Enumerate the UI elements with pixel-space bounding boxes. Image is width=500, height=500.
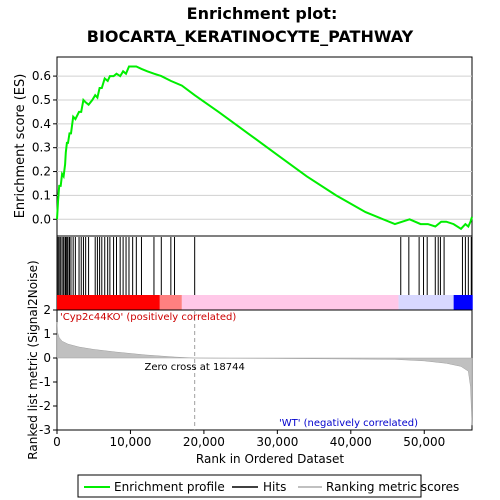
es-ytick-label: 0.1 (32, 188, 51, 202)
x-axis-label: Rank in Ordered Dataset (196, 452, 344, 466)
heatmap-segment (57, 295, 160, 310)
es-ytick-label: 0.5 (32, 93, 51, 107)
x-tick-label: 20,000 (183, 435, 225, 449)
es-ytick-label: 0.0 (32, 212, 51, 226)
legend-enrichment-label: Enrichment profile (114, 480, 225, 494)
heatmap-segment (159, 295, 182, 310)
metric-panel-frame (56, 309, 473, 431)
chart-title-line1: Enrichment plot: (187, 4, 338, 23)
zero-cross-label: Zero cross at 18744 (145, 362, 245, 373)
es-ytick-label: 0.3 (32, 141, 51, 155)
metric-ylabel: Ranked list metric (Signal2Noise) (26, 260, 40, 459)
es-ylabel: Enrichment score (ES) (13, 74, 28, 219)
metric-ytick-label: -3 (39, 423, 51, 437)
negative-correlation-label: 'WT' (negatively correlated) (279, 418, 418, 429)
legend-metric-label: Ranking metric scores (326, 480, 459, 494)
x-tick-label: 50,000 (403, 435, 445, 449)
metric-ytick-label: 2 (43, 303, 51, 317)
heatmap-segment (398, 295, 454, 310)
x-tick-label: 0 (53, 435, 61, 449)
metric-ytick-label: -1 (39, 375, 51, 389)
metric-ytick-label: -2 (39, 399, 51, 413)
x-tick-label: 10,000 (109, 435, 151, 449)
chart-title-line2: BIOCARTA_KERATINOCYTE_PATHWAY (87, 27, 414, 46)
metric-ytick-label: 1 (43, 327, 51, 341)
legend-box (77, 474, 422, 498)
x-tick-label: 40,000 (330, 435, 372, 449)
ranking-metric-area (56, 321, 473, 426)
heatmap-segment (453, 295, 473, 310)
metric-ytick-label: 0 (43, 351, 51, 365)
es-ytick-label: 0.6 (32, 69, 51, 83)
heatmap-segment (181, 295, 399, 310)
x-tick-label: 30,000 (256, 435, 298, 449)
positive-correlation-label: 'Cyp2c44KO' (positively correlated) (60, 312, 236, 323)
es-ytick-label: 0.2 (32, 165, 51, 179)
enrichment-profile-line (56, 65, 473, 231)
legend-hits-label: Hits (263, 480, 286, 494)
es-ytick-label: 0.4 (32, 117, 51, 131)
